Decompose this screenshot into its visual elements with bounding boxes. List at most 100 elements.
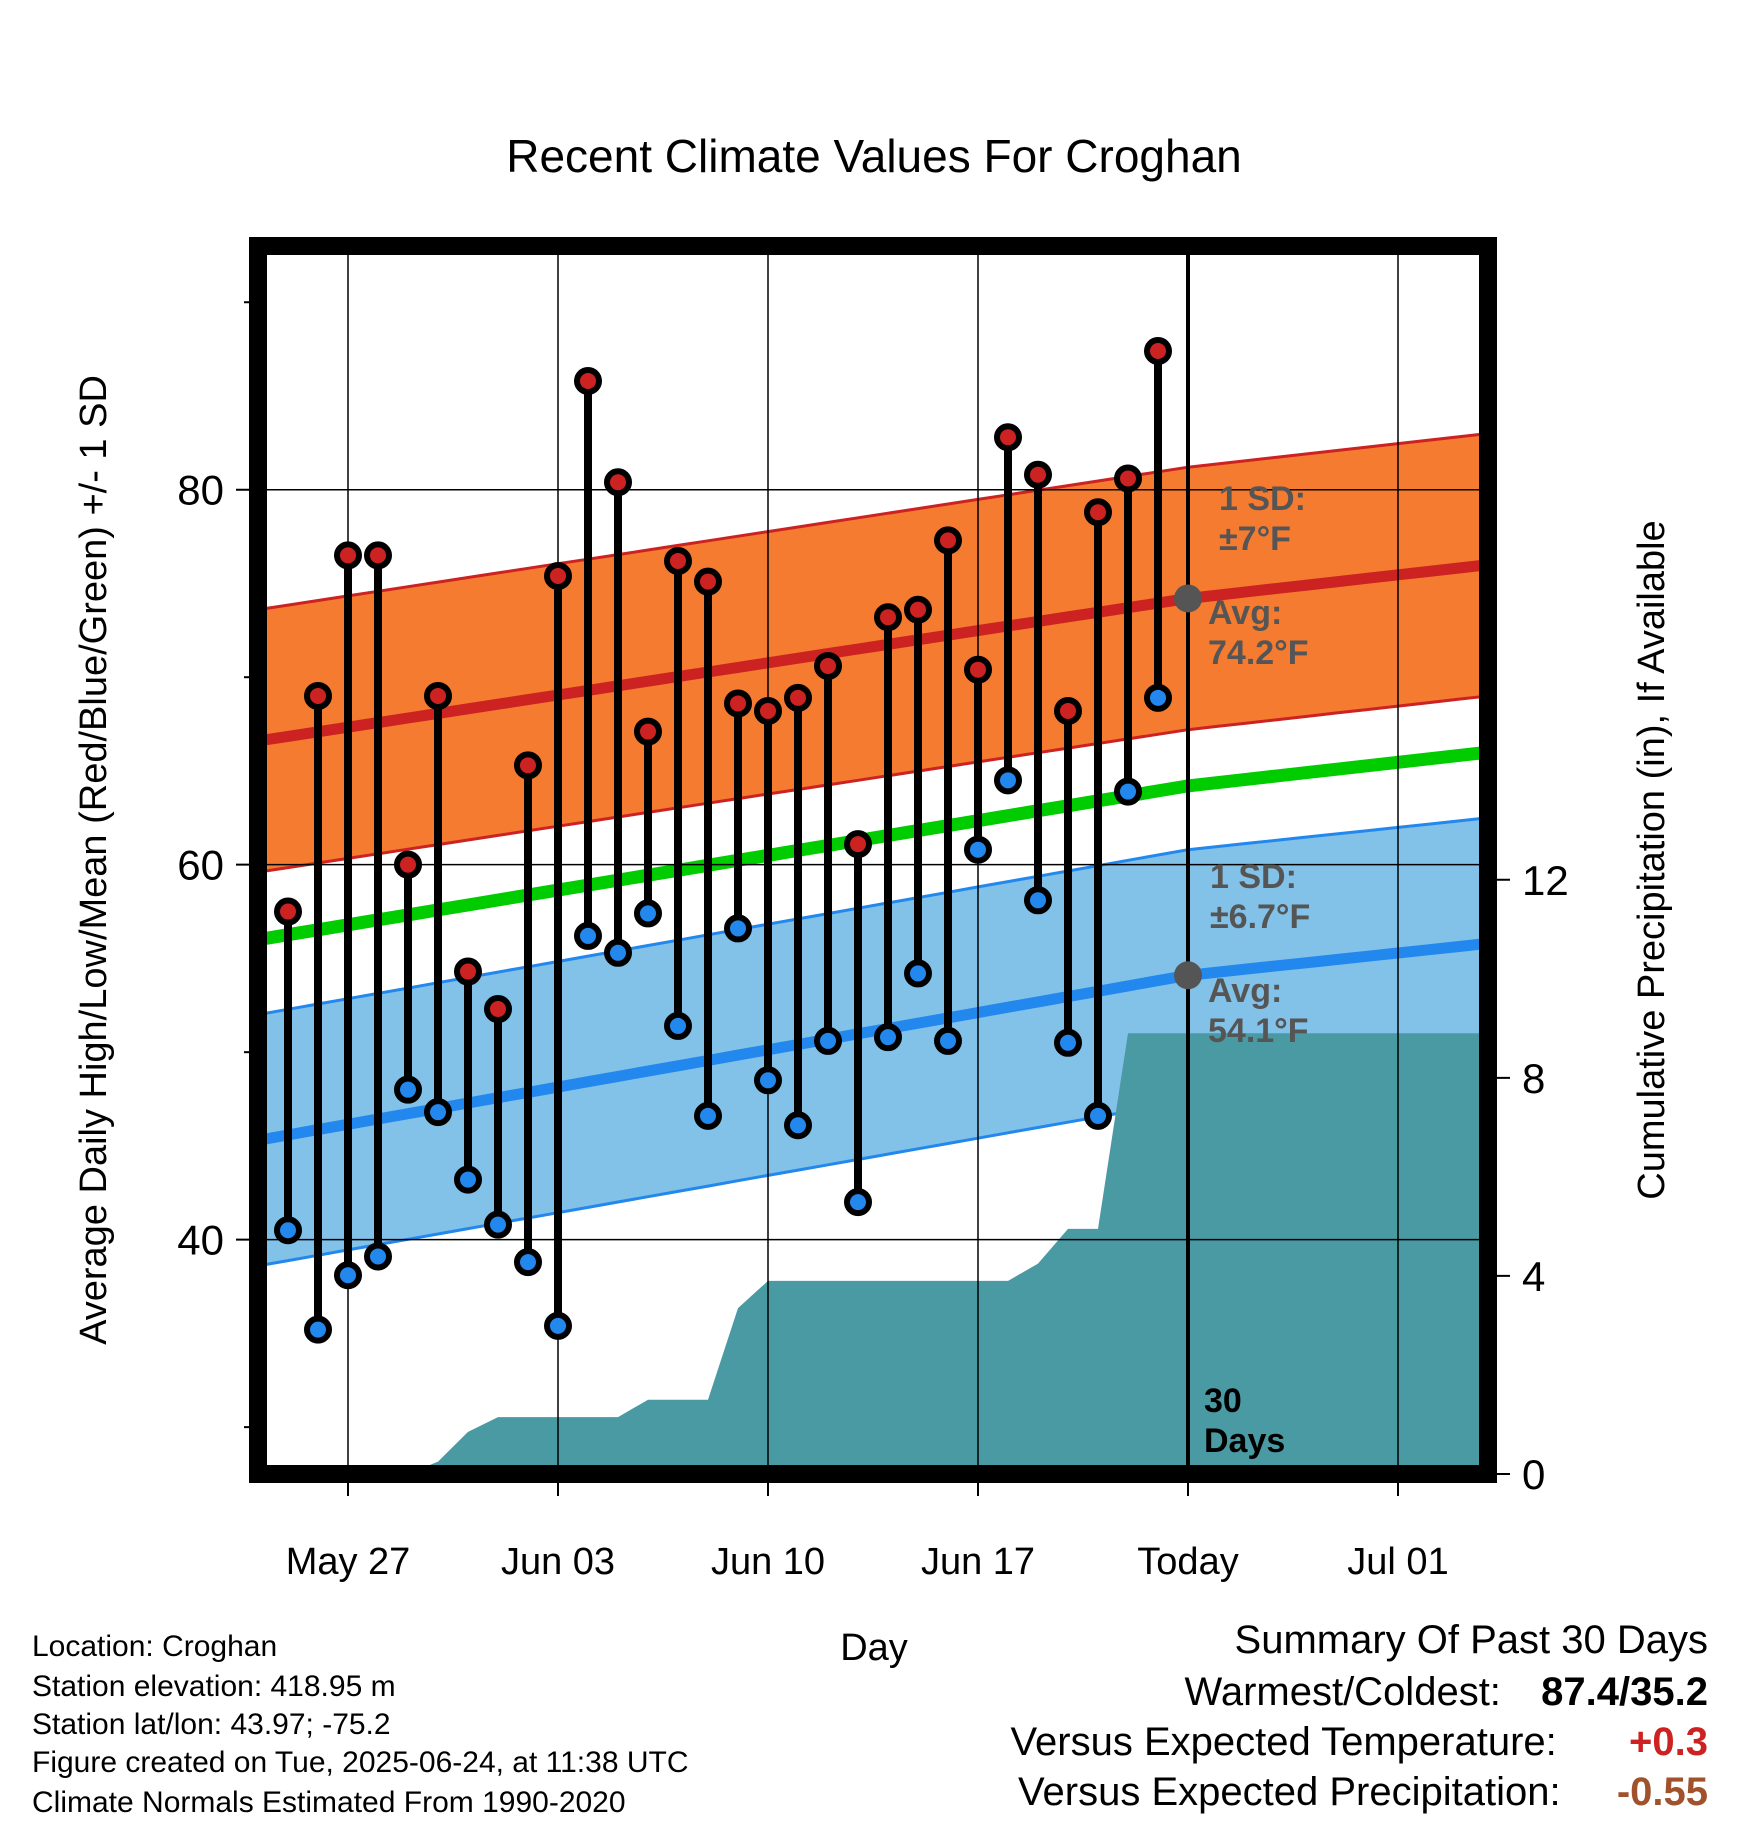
low-normal-line	[258, 937, 1488, 1146]
location-text: Location: Croghan	[32, 1630, 278, 1663]
daily-high-point	[1114, 464, 1142, 493]
daily-high-point	[664, 546, 692, 575]
daily-low-point	[1114, 777, 1142, 806]
low-sd-annotation: 1 SD: ±6.7°F	[1210, 858, 1310, 936]
daily-high-point	[844, 830, 872, 859]
daily-high-point	[394, 850, 422, 879]
daily-low-point	[724, 914, 752, 943]
daily-high-point	[1144, 336, 1172, 365]
created-text: Figure created on Tue, 2025-06-24, at 11…	[32, 1746, 689, 1779]
low-sd-annotation-line: 1 SD:	[1210, 858, 1297, 896]
daily-high-point	[754, 696, 782, 725]
daily-low-point	[424, 1098, 452, 1127]
summary-temp-row: Versus Expected Temperature: +0.3	[1011, 1722, 1708, 1762]
low-avg-annotation-line: Avg:	[1208, 972, 1282, 1010]
low-avg-today-marker	[1174, 961, 1202, 990]
y2-tick-label: 12	[1522, 857, 1569, 904]
daily-low-point	[784, 1111, 812, 1140]
daily-high-point	[544, 561, 572, 590]
daily-high-point	[304, 681, 332, 710]
low-sd-band	[258, 817, 1488, 1266]
daily-high-point	[1024, 460, 1052, 489]
y-tick-label: 40	[177, 1217, 224, 1264]
x-tick-label: Jun 03	[501, 1541, 615, 1583]
y-axis-label: Average Daily High/Low/Mean (Red/Blue/Gr…	[73, 375, 115, 1345]
daily-low-point	[904, 959, 932, 988]
daily-high-point	[604, 468, 632, 497]
daily-low-point	[364, 1242, 392, 1271]
temp-vs-expected-label: Versus Expected Temperature:	[1010, 1720, 1557, 1764]
window-annotation: 30 Days	[1204, 1382, 1285, 1460]
daily-low-point	[304, 1315, 332, 1344]
daily-high-point	[484, 995, 512, 1024]
low-sd-annotation-line: ±6.7°F	[1210, 898, 1310, 936]
daily-high-point	[574, 366, 602, 395]
daily-low-point	[694, 1101, 722, 1130]
daily-low-point	[874, 1023, 902, 1052]
daily-high-point	[514, 751, 542, 780]
high-sd-band	[258, 433, 1488, 873]
daily-low-point	[634, 899, 662, 928]
window-annotation-line: 30	[1204, 1382, 1242, 1420]
daily-high-point	[364, 541, 392, 570]
daily-low-point	[1024, 886, 1052, 915]
low-avg-annotation: Avg: 54.1°F	[1208, 972, 1309, 1050]
summary-title: Summary Of Past 30 Days	[1234, 1618, 1708, 1662]
x-axis-label: Day	[840, 1627, 908, 1669]
daily-low-point	[934, 1026, 962, 1055]
daily-high-point	[1054, 696, 1082, 725]
warmest-value: 87.4/35.2	[1541, 1670, 1708, 1714]
high-sd-annotation: 1 SD: ±7°F	[1219, 480, 1306, 558]
daily-high-point	[934, 526, 962, 555]
y2-tick-label: 4	[1522, 1253, 1545, 1300]
daily-high-point	[814, 651, 842, 680]
daily-low-point	[514, 1248, 542, 1277]
latlon-text: Station lat/lon: 43.97; -75.2	[32, 1708, 391, 1741]
y-tick-label: 60	[177, 842, 224, 889]
high-avg-annotation: Avg: 74.2°F	[1208, 594, 1309, 672]
daily-high-point	[274, 897, 302, 926]
mean-normal-line	[258, 745, 1488, 947]
daily-low-point	[274, 1216, 302, 1245]
daily-low-point	[814, 1026, 842, 1055]
daily-low-point	[994, 766, 1022, 795]
daily-high-point	[724, 689, 752, 718]
daily-high-point	[454, 957, 482, 986]
precip-area	[258, 1033, 1488, 1474]
daily-low-point	[1054, 1028, 1082, 1057]
daily-high-point	[964, 655, 992, 684]
y2-axis-label: Cumulative Precipitation (in), If Availa…	[1631, 520, 1673, 1199]
daily-high-point	[904, 595, 932, 624]
low-avg-annotation-line: 54.1°F	[1208, 1012, 1309, 1050]
warmest-label: Warmest/Coldest:	[1184, 1670, 1501, 1714]
daily-high-point	[334, 541, 362, 570]
daily-low-point	[484, 1210, 512, 1239]
y-tick-label: 80	[177, 467, 224, 514]
x-tick-label: Jun 10	[711, 1541, 825, 1583]
summary-warmest-row: Warmest/Coldest: 87.4/35.2	[1185, 1672, 1708, 1712]
precip-vs-expected-label: Versus Expected Precipitation:	[1018, 1770, 1561, 1814]
daily-high-point	[784, 683, 812, 712]
daily-low-point	[574, 921, 602, 950]
daily-low-point	[754, 1066, 782, 1095]
daily-high-point	[694, 567, 722, 596]
daily-high-point	[874, 603, 902, 632]
x-tick-label: Today	[1137, 1541, 1238, 1583]
daily-low-point	[604, 938, 632, 967]
elevation-text: Station elevation: 418.95 m	[32, 1670, 396, 1703]
normals-period-text: Climate Normals Estimated From 1990-2020	[32, 1786, 626, 1819]
y2-tick-label: 8	[1522, 1055, 1545, 1102]
daily-low-point	[454, 1165, 482, 1194]
summary-precip-row: Versus Expected Precipitation: -0.55	[1018, 1772, 1708, 1812]
high-avg-annotation-line: 74.2°F	[1208, 634, 1309, 672]
high-sd-annotation-line: 1 SD:	[1219, 480, 1306, 518]
high-normal-line	[258, 559, 1488, 747]
precip-vs-expected-value: -0.55	[1616, 1770, 1708, 1814]
daily-low-point	[1084, 1101, 1112, 1130]
x-tick-label: Jun 17	[921, 1541, 1035, 1583]
window-annotation-line: Days	[1204, 1422, 1285, 1460]
daily-low-point	[1144, 683, 1172, 712]
high-avg-annotation-line: Avg:	[1208, 594, 1282, 632]
